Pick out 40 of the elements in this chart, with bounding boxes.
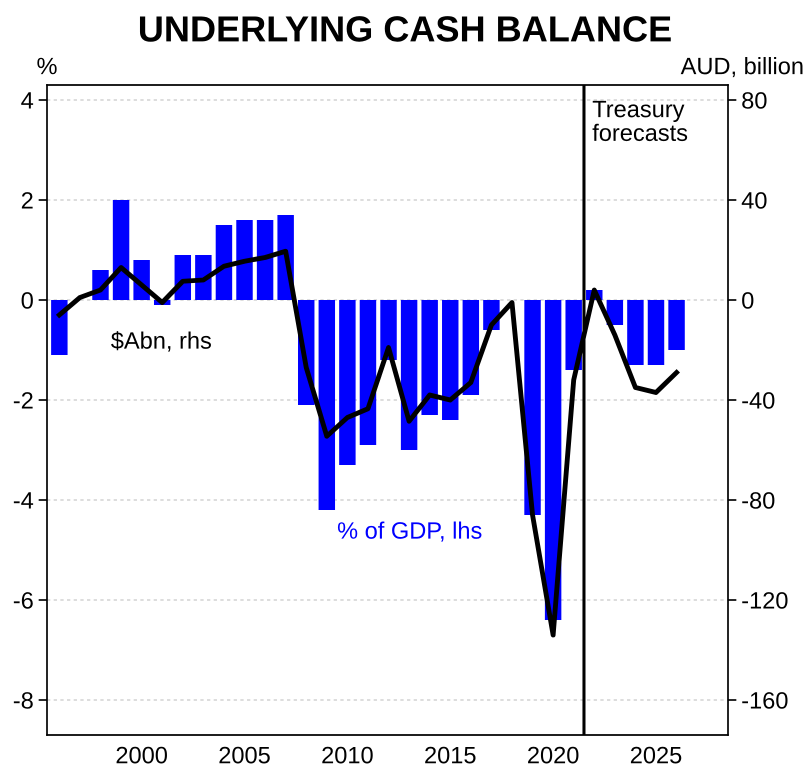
y2-tick-label: -80	[742, 492, 774, 509]
y-tick-label: 4	[21, 92, 34, 109]
y-tick-label: -8	[14, 692, 33, 709]
series-label: % of GDP, lhs	[338, 521, 482, 542]
bar	[421, 300, 438, 415]
bar	[400, 300, 418, 450]
y-axis-title: %	[37, 58, 57, 74]
y-tick-label: -4	[14, 492, 34, 509]
ref-line-label: Treasury forecasts	[592, 100, 688, 142]
x-tick-label: 2020	[528, 746, 578, 764]
y2-axis-title: AUD, billion	[680, 56, 802, 78]
bar	[236, 220, 253, 300]
x-tick-label: 2015	[425, 746, 476, 764]
chart-title: UNDERLYING CASH BALANCE	[140, 16, 671, 42]
y-tick-label: 0	[22, 292, 33, 309]
bar	[668, 300, 685, 350]
y2-tick-label: 0	[742, 292, 754, 309]
y2-tick-label: -160	[742, 692, 788, 709]
bar	[318, 300, 336, 510]
bar	[360, 300, 376, 445]
bar	[339, 300, 356, 465]
y2-tick-label: 80	[742, 92, 767, 109]
series-label: $Abn, rhs	[111, 331, 211, 352]
y2-tick-label: -120	[742, 592, 788, 609]
bar	[51, 300, 68, 355]
x-tick-label: 2000	[116, 746, 167, 764]
bar	[648, 300, 664, 365]
bar	[442, 300, 458, 420]
y2-tick-label: -40	[742, 392, 774, 409]
y-tick-label: -6	[14, 592, 33, 609]
y-tick-label: -2	[14, 392, 33, 409]
bar	[627, 300, 644, 365]
x-tick-label: 2010	[322, 746, 373, 764]
y2-tick-label: 40	[742, 192, 767, 209]
bar	[256, 220, 274, 300]
bar	[216, 225, 232, 300]
x-tick-label: 2025	[630, 746, 682, 764]
bar	[112, 200, 130, 300]
x-tick-label: 2005	[219, 746, 270, 764]
y-tick-label: 2	[22, 192, 33, 209]
